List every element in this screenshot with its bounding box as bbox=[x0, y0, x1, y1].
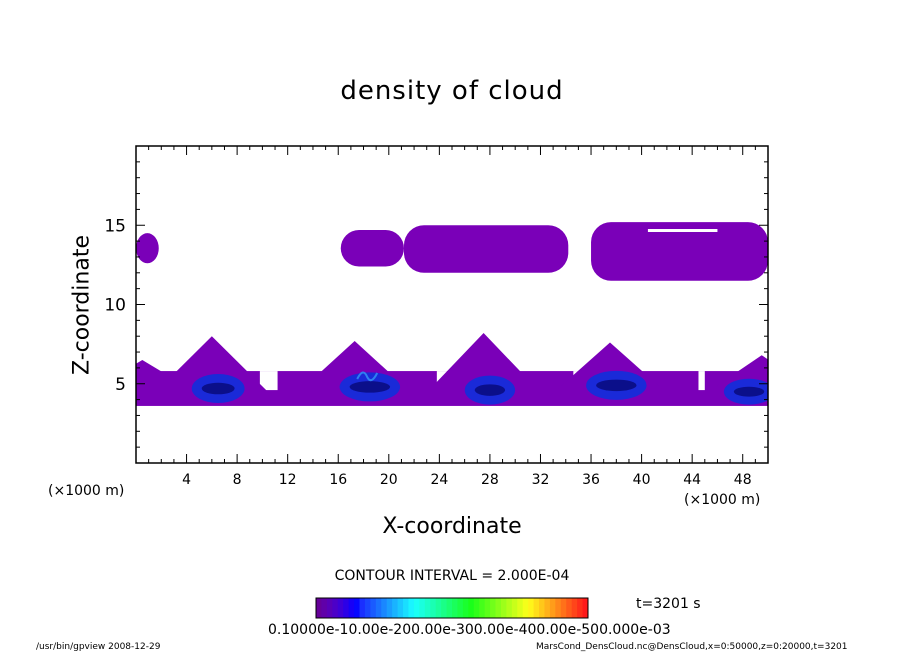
colorbar-cell bbox=[549, 598, 556, 618]
colorbar-cell bbox=[435, 598, 442, 618]
time-label: t=3201 s bbox=[636, 596, 701, 612]
colorbar-cell bbox=[359, 598, 366, 618]
y-tick-label: 10 bbox=[104, 296, 126, 316]
colorbar-cell bbox=[457, 598, 464, 618]
colorbar-cell bbox=[490, 598, 497, 618]
cloud-gap bbox=[647, 229, 718, 233]
colorbar-cell bbox=[441, 598, 448, 618]
cloud-core-dense bbox=[596, 379, 637, 392]
colorbar-cell bbox=[500, 598, 507, 618]
colorbar-cell bbox=[408, 598, 415, 618]
colorbar-cell bbox=[413, 598, 420, 618]
x-tick-label: 16 bbox=[329, 472, 347, 488]
upper-cloud bbox=[340, 230, 404, 267]
colorbar-labels: 0.10000e-10.00e-200.00e-300.00e-400.00e-… bbox=[268, 622, 671, 638]
x-unit-right: (×1000 m) bbox=[684, 492, 761, 508]
cloud-core-dense bbox=[349, 381, 391, 393]
colorbar-cell bbox=[419, 598, 426, 618]
colorbar-cell bbox=[332, 598, 339, 618]
colorbar-cell bbox=[555, 598, 562, 618]
colorbar-cell bbox=[381, 598, 388, 618]
x-tick-label: 36 bbox=[582, 472, 600, 488]
footer-left: /usr/bin/gpview 2008-12-29 bbox=[36, 642, 161, 652]
colorbar-cell bbox=[321, 598, 328, 618]
x-tick-label: 44 bbox=[683, 472, 701, 488]
y-tick-label: 15 bbox=[104, 216, 126, 236]
colorbar-cell bbox=[571, 598, 578, 618]
x-tick-label: 12 bbox=[279, 472, 297, 488]
chart-title: density of cloud bbox=[340, 76, 564, 106]
colorbar-cell bbox=[522, 598, 529, 618]
upper-cloud bbox=[403, 225, 569, 273]
x-tick-label: 40 bbox=[633, 472, 651, 488]
colorbar-cell bbox=[528, 598, 535, 618]
x-tick-label: 24 bbox=[430, 472, 448, 488]
x-tick-label: 32 bbox=[532, 472, 550, 488]
colorbar-cell bbox=[560, 598, 567, 618]
colorbar bbox=[315, 597, 589, 619]
cloud-core-dense bbox=[201, 382, 235, 395]
contour-interval: CONTOUR INTERVAL = 2.000E-04 bbox=[334, 568, 570, 584]
band-gap bbox=[259, 371, 278, 391]
colorbar-cell bbox=[495, 598, 502, 618]
colorbar-cell bbox=[446, 598, 453, 618]
colorbar-cell bbox=[364, 598, 371, 618]
x-tick-label: 8 bbox=[233, 472, 242, 488]
plot-content bbox=[136, 222, 768, 406]
colorbar-cell bbox=[533, 598, 540, 618]
colorbar-cell bbox=[462, 598, 469, 618]
colorbar-cell bbox=[506, 598, 513, 618]
colorbar-cell bbox=[424, 598, 431, 618]
cloud-peak bbox=[422, 333, 545, 397]
colorbar-cell bbox=[566, 598, 573, 618]
band-gap bbox=[698, 371, 705, 391]
colorbar-cell bbox=[403, 598, 409, 618]
colorbar-cell bbox=[316, 598, 322, 618]
y-tick-label: 5 bbox=[115, 375, 126, 395]
x-tick-label: 48 bbox=[734, 472, 752, 488]
upper-cloud bbox=[136, 233, 159, 264]
cloud-peak bbox=[151, 336, 273, 397]
colorbar-cell bbox=[375, 598, 382, 618]
y-axis-label: Z-coordinate bbox=[69, 235, 95, 375]
colorbar-cell bbox=[326, 598, 333, 618]
colorbar-cell bbox=[544, 598, 551, 618]
x-axis-label: X-coordinate bbox=[382, 514, 522, 539]
colorbar-cell bbox=[348, 598, 355, 618]
colorbar-cell bbox=[473, 598, 480, 618]
colorbar-cell bbox=[430, 598, 437, 618]
colorbar-cell bbox=[343, 598, 350, 618]
colorbar-cell bbox=[397, 598, 404, 618]
colorbar-cell bbox=[582, 598, 589, 618]
colorbar-cell bbox=[354, 598, 361, 618]
x-tick-label: 28 bbox=[481, 472, 499, 488]
colorbar-cell bbox=[452, 598, 458, 618]
colorbar-cell bbox=[386, 598, 393, 618]
colorbar-cell bbox=[484, 598, 491, 618]
colorbar-frame bbox=[315, 597, 589, 619]
cloud-core-dense bbox=[474, 384, 506, 396]
upper-cloud bbox=[591, 222, 768, 281]
footer-right: MarsCond_DensCloud.nc@DensCloud,x=0:5000… bbox=[536, 642, 848, 652]
colorbar-cell bbox=[370, 598, 377, 618]
colorbar-cell bbox=[577, 598, 584, 618]
x-unit-left: (×1000 m) bbox=[48, 483, 125, 499]
colorbar-cell bbox=[539, 598, 545, 618]
colorbar-cell bbox=[517, 598, 524, 618]
colorbar-cell bbox=[392, 598, 399, 618]
colorbar-cell bbox=[511, 598, 518, 618]
cloud-swirl bbox=[356, 371, 379, 382]
plot-frame bbox=[135, 145, 769, 464]
colorbar-cell bbox=[468, 598, 475, 618]
x-tick-label: 4 bbox=[182, 472, 191, 488]
colorbar-cell bbox=[479, 598, 486, 618]
cloud-core-dense bbox=[733, 386, 765, 397]
colorbar-cell bbox=[337, 598, 344, 618]
x-tick-label: 20 bbox=[380, 472, 398, 488]
